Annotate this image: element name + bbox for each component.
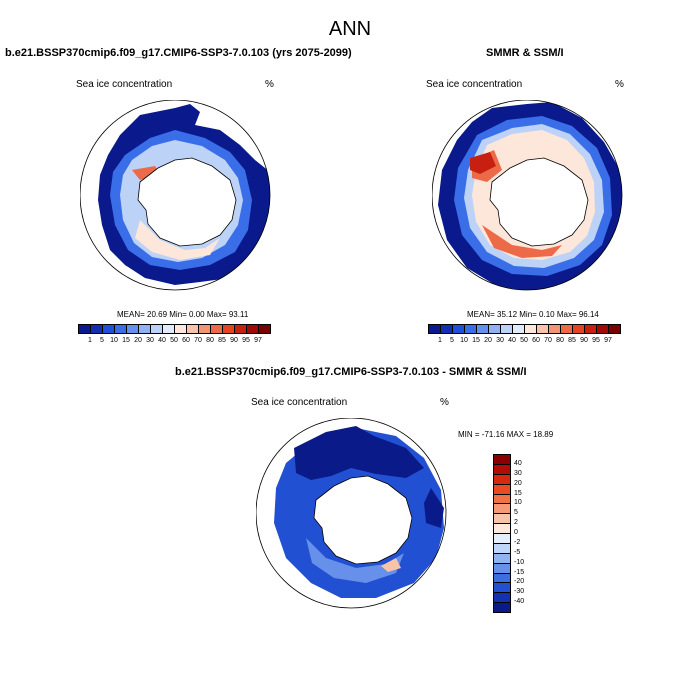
diff-colorbar-label: 40: [514, 459, 522, 467]
diff-polar-map: [256, 418, 447, 609]
figure-title: ANN: [328, 18, 372, 40]
right-colorbar-label: 20: [484, 337, 492, 344]
left-colorbar-label: 80: [206, 337, 214, 344]
left-panel-title: b.e21.BSSP370cmip6.f09_g17.CMIP6-SSP3-7.…: [5, 47, 352, 59]
right-antarctica: [489, 157, 589, 247]
left-colorbar-label: 90: [230, 337, 238, 344]
right-colorbar: [428, 324, 621, 334]
left-ice-red: [132, 166, 160, 180]
left-colorbar-label: 1: [88, 337, 92, 344]
right-colorbar-label: 50: [520, 337, 528, 344]
right-stats: MEAN= 35.12 Min= 0.10 Max= 96.14: [467, 310, 599, 319]
diff-ice-light: [306, 538, 404, 583]
right-units-label: %: [615, 79, 624, 90]
right-colorbar-label: 90: [580, 337, 588, 344]
left-polar-map: [80, 100, 271, 291]
right-colorbar-label: 15: [472, 337, 480, 344]
left-stats: MEAN= 20.69 Min= 0.00 Max= 93.11: [117, 310, 249, 319]
left-colorbar-label: 97: [254, 337, 262, 344]
right-colorbar-label: 10: [460, 337, 468, 344]
left-colorbar-label: 50: [170, 337, 178, 344]
right-colorbar-label: 70: [544, 337, 552, 344]
diff-colorbar-label: 20: [514, 479, 522, 487]
diff-colorbar-label: -30: [514, 588, 525, 596]
diff-colorbar-label: -10: [514, 558, 525, 566]
right-polar-map: [432, 100, 623, 291]
left-colorbar-labels: 1 5 10 15 20 30 40 50 60 70 80 85 90 95 97: [78, 337, 270, 347]
right-colorbar-labels: 1 5 10 15 20 30 40 50 60 70 80 85 90 95 97: [428, 337, 620, 347]
left-map-border: [80, 100, 271, 291]
diff-colorbar-label: 0: [514, 529, 518, 536]
left-colorbar-label: 30: [146, 337, 154, 344]
right-colorbar-label: 97: [604, 337, 612, 344]
right-colorbar-label: 85: [568, 337, 576, 344]
diff-colorbar-label: 15: [514, 489, 522, 497]
left-colorbar-label: 5: [100, 337, 104, 344]
diff-colorbar-label: -40: [514, 598, 525, 606]
left-colorbar-label: 85: [218, 337, 226, 344]
left-colorbar-label: 40: [158, 337, 166, 344]
left-ice-pale: [135, 220, 220, 260]
left-antarctica: [137, 157, 237, 247]
diff-colorbar-label: -15: [514, 568, 525, 576]
diff-colorbar-label: 2: [514, 519, 518, 527]
right-variable-label: Sea ice concentration: [426, 79, 523, 90]
left-colorbar-label: 70: [194, 337, 202, 344]
right-map-border: [432, 100, 623, 291]
diff-colorbar-labels: 40 30 20 15 10 5 2 0 -2 -5 -10 -15 -20 -30 -40: [514, 454, 554, 612]
right-colorbar-label: 5: [450, 337, 454, 344]
right-colorbar-cell: [608, 324, 621, 334]
left-colorbar-label: 20: [134, 337, 142, 344]
diff-map-border: [256, 418, 447, 609]
diff-colorbar-cell: [493, 602, 511, 613]
right-colorbar-label: 30: [496, 337, 504, 344]
left-colorbar-label: 15: [122, 337, 130, 344]
diff-colorbar-label: -2: [514, 538, 521, 546]
left-colorbar-label: 10: [110, 337, 118, 344]
right-panel-title: SMMR & SSM/I: [486, 47, 564, 59]
right-ice-red: [470, 152, 496, 174]
diff-stats: MIN = -71.16 MAX = 18.89: [458, 430, 554, 439]
diff-units-label: %: [440, 397, 449, 408]
diff-variable-label: Sea ice concentration: [251, 397, 348, 408]
diff-colorbar-label: 30: [514, 469, 522, 477]
diff-ice-deep: [294, 426, 444, 528]
left-colorbar: [78, 324, 271, 334]
right-colorbar-label: 40: [508, 337, 516, 344]
diff-panel-title: b.e21.BSSP370cmip6.f09_g17.CMIP6-SSP3-7.…: [175, 366, 527, 378]
left-units-label: %: [265, 79, 274, 90]
right-colorbar-label: 1: [438, 337, 442, 344]
diff-colorbar-label: 10: [514, 499, 522, 507]
diff-colorbar-label: -20: [514, 578, 525, 586]
left-colorbar-cell: [258, 324, 271, 334]
left-colorbar-label: 60: [182, 337, 190, 344]
left-variable-label: Sea ice concentration: [76, 79, 173, 90]
diff-antarctica: [313, 475, 413, 565]
right-colorbar-label: 80: [556, 337, 564, 344]
right-colorbar-label: 95: [592, 337, 600, 344]
left-colorbar-label: 95: [242, 337, 250, 344]
diff-ice-pale: [381, 558, 401, 572]
diff-colorbar-label: 5: [514, 509, 518, 517]
diff-colorbar: [493, 454, 511, 613]
right-colorbar-label: 60: [532, 337, 540, 344]
diff-colorbar-label: -5: [514, 548, 521, 556]
